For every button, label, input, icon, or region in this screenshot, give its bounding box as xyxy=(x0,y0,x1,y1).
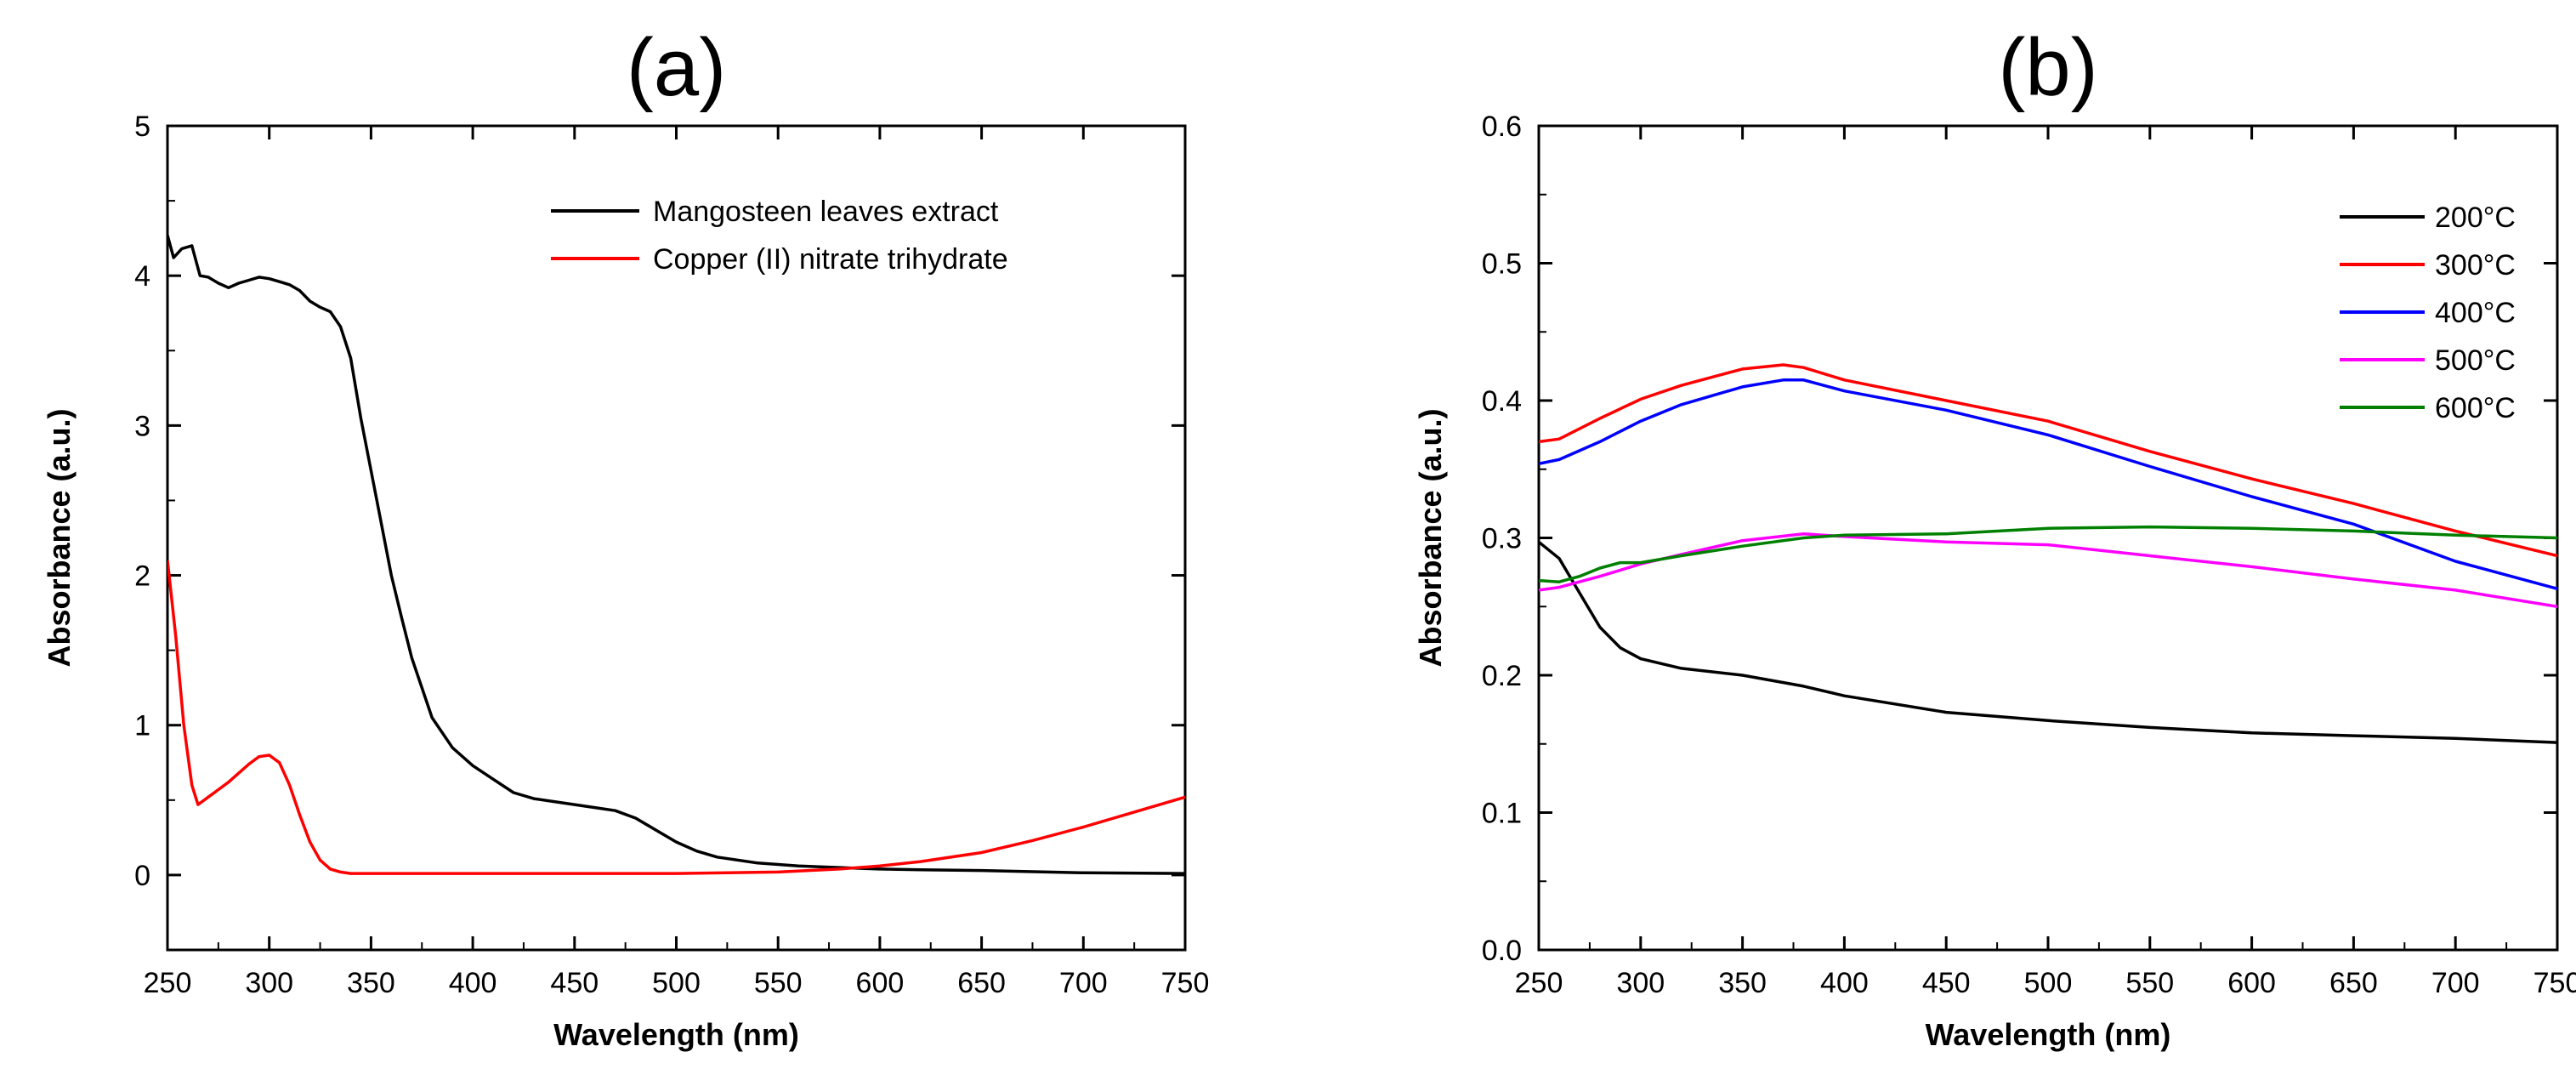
panel-a-x-axis-title: Wavelength (nm) xyxy=(553,1017,799,1052)
panel-b-series-line-1 xyxy=(1539,540,2557,744)
panel-b-x-tick-label: 650 xyxy=(2329,967,2378,999)
panel-b-x-tick-label: 450 xyxy=(1922,967,1971,999)
panel-b-y-tick-label: 0.4 xyxy=(1482,385,1522,418)
panel-a-x-tick-label: 250 xyxy=(144,967,192,999)
panel-a-x-tick-label: 550 xyxy=(754,967,803,999)
panel-a-x-tick-label: 400 xyxy=(449,967,497,999)
panel-b-series-line-2 xyxy=(1539,363,2557,558)
panel-b-panel-label: (b) xyxy=(1998,22,2097,113)
panel-a-y-tick-label: 3 xyxy=(134,410,150,442)
panel-a-chart: 250 300 350 400 450 500 550 600 650 700 750 0 1 2 3 4 5 W… xyxy=(42,22,1209,1052)
panel-b-x-tick-label: 250 xyxy=(1515,967,1563,999)
panel-b-plot-frame xyxy=(1537,124,2559,952)
panel-b-y-tick-label: 0.5 xyxy=(1482,248,1522,281)
panel-a-x-tick-label: 750 xyxy=(1161,967,1210,999)
panel-b-x-axis-title: Wavelength (nm) xyxy=(1926,1017,2171,1052)
panel-a-x-tick-label: 600 xyxy=(856,967,905,999)
panel-b-y-tick-label: 0.2 xyxy=(1482,660,1522,692)
panel-a-panel-label: (a) xyxy=(627,22,726,113)
panel-b-y-tick-label: 0.6 xyxy=(1482,111,1522,143)
panel-a-y-tick-label: 2 xyxy=(134,560,150,593)
panel-b-series-line-5 xyxy=(1539,525,2557,583)
panel-b-y-tick-label: 0.0 xyxy=(1482,935,1522,967)
panel-b-y-tick-label: 0.3 xyxy=(1482,523,1522,555)
panel-a-series-line-1 xyxy=(167,235,1185,875)
panel-b-y-axis-title: Absorbance (a.u.) xyxy=(1413,408,1448,667)
panel-a-x-tick-label: 450 xyxy=(550,967,599,999)
panel-b-chart: 250 300 350 400 450 500 550 600 650 700 750 0.0 0.1 0… xyxy=(1413,22,2576,1052)
panel-b-legend-label-2: 300°C xyxy=(2435,249,2516,281)
panel-a-x-tick-label: 700 xyxy=(1059,967,1108,999)
panel-b-x-tick-label: 600 xyxy=(2227,967,2276,999)
panel-b-x-tick-label: 750 xyxy=(2533,967,2576,999)
panel-a-x-tick-label: 300 xyxy=(245,967,293,999)
panel-b-x-tick-label: 300 xyxy=(1616,967,1665,999)
panel-a-y-tick-label: 1 xyxy=(134,710,150,742)
panel-a-y-tick-label: 5 xyxy=(134,111,150,143)
panel-b-series-line-4 xyxy=(1539,532,2557,609)
panel-a-x-tick-label: 650 xyxy=(957,967,1006,999)
panel-b-x-tick-label: 400 xyxy=(1820,967,1869,999)
panel-b-legend-label-1: 200°C xyxy=(2435,202,2516,234)
panel-b-legend-label-3: 400°C xyxy=(2435,297,2516,329)
panel-a-x-tick-label: 500 xyxy=(652,967,701,999)
panel-a-x-tick-label: 350 xyxy=(347,967,395,999)
panel-a-y-axis-title: Absorbance (a.u.) xyxy=(42,408,77,667)
panel-b-x-tick-label: 550 xyxy=(2125,967,2174,999)
panel-b-y-tick-label: 0.1 xyxy=(1482,798,1522,830)
panel-b-x-tick-label: 700 xyxy=(2431,967,2480,999)
panel-a-legend-label-1: Mangosteen leaves extract xyxy=(653,196,999,228)
panel-a-legend-label-2: Copper (II) nitrate trihydrate xyxy=(653,243,1008,276)
panel-a-y-tick-label: 0 xyxy=(134,860,150,892)
panel-b-series-line-3 xyxy=(1539,378,2557,590)
panel-b-x-tick-label: 350 xyxy=(1718,967,1767,999)
panel-a-series-line-2 xyxy=(167,560,1185,875)
panel-b-legend-label-4: 500°C xyxy=(2435,344,2516,377)
panel-b-x-tick-label: 500 xyxy=(2024,967,2073,999)
panel-a-y-tick-label: 4 xyxy=(134,260,150,293)
panel-b-legend-label-5: 600°C xyxy=(2435,392,2516,424)
